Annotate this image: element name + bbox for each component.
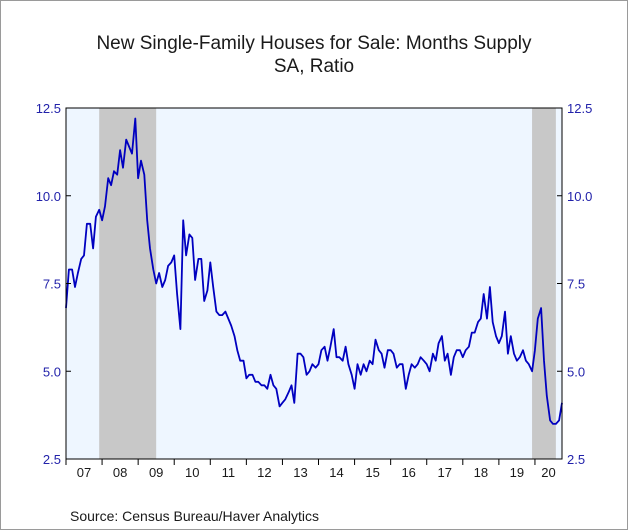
x-tick-label: 12 (257, 465, 271, 480)
x-tick-label: 09 (149, 465, 163, 480)
x-tick-label: 11 (222, 465, 236, 480)
recession-shading (99, 108, 556, 459)
chart-subtitle: SA, Ratio (273, 56, 355, 77)
y-tick-label-left: 2.5 (43, 452, 61, 467)
x-tick-label: 16 (401, 465, 415, 480)
y-tick-label-left: 7.5 (43, 277, 61, 292)
chart-title: New Single-Family Houses for Sale: Month… (96, 33, 532, 54)
x-tick-label: 08 (113, 465, 127, 480)
y-tick-label-right: 7.5 (567, 277, 585, 292)
recession-band (99, 108, 157, 459)
x-tick-label: 10 (185, 465, 199, 480)
x-tick-label: 13 (293, 465, 307, 480)
y-tick-label-right: 5.0 (567, 364, 585, 379)
y-axis-right-ticks: 12.5 10.0 7.5 5.0 2.5 (557, 101, 592, 467)
x-tick-label: 17 (438, 465, 452, 480)
x-tick-label: 20 (541, 465, 555, 480)
y-tick-label-left: 12.5 (36, 101, 61, 116)
y-tick-label-left: 5.0 (43, 364, 61, 379)
y-tick-label-left: 10.0 (36, 189, 61, 204)
x-tick-label: 18 (474, 465, 488, 480)
x-axis-ticks: 07 08 09 10 11 12 13 14 15 16 17 18 19 20 (65, 459, 556, 480)
x-tick-label: 19 (510, 465, 524, 480)
y-tick-label-right: 12.5 (567, 101, 592, 116)
y-axis-left-ticks: 12.5 10.0 7.5 5.0 2.5 (36, 101, 71, 467)
series-line (65, 117, 563, 425)
x-tick-label: 14 (329, 465, 343, 480)
x-tick-label: 15 (365, 465, 379, 480)
series-line-layer (65, 117, 563, 425)
x-tick-label: 07 (77, 465, 91, 480)
source-note: Source: Census Bureau/Haver Analytics (70, 508, 320, 524)
y-tick-label-right: 10.0 (567, 189, 592, 204)
y-tick-label-right: 2.5 (567, 452, 585, 467)
recession-band (532, 108, 556, 459)
